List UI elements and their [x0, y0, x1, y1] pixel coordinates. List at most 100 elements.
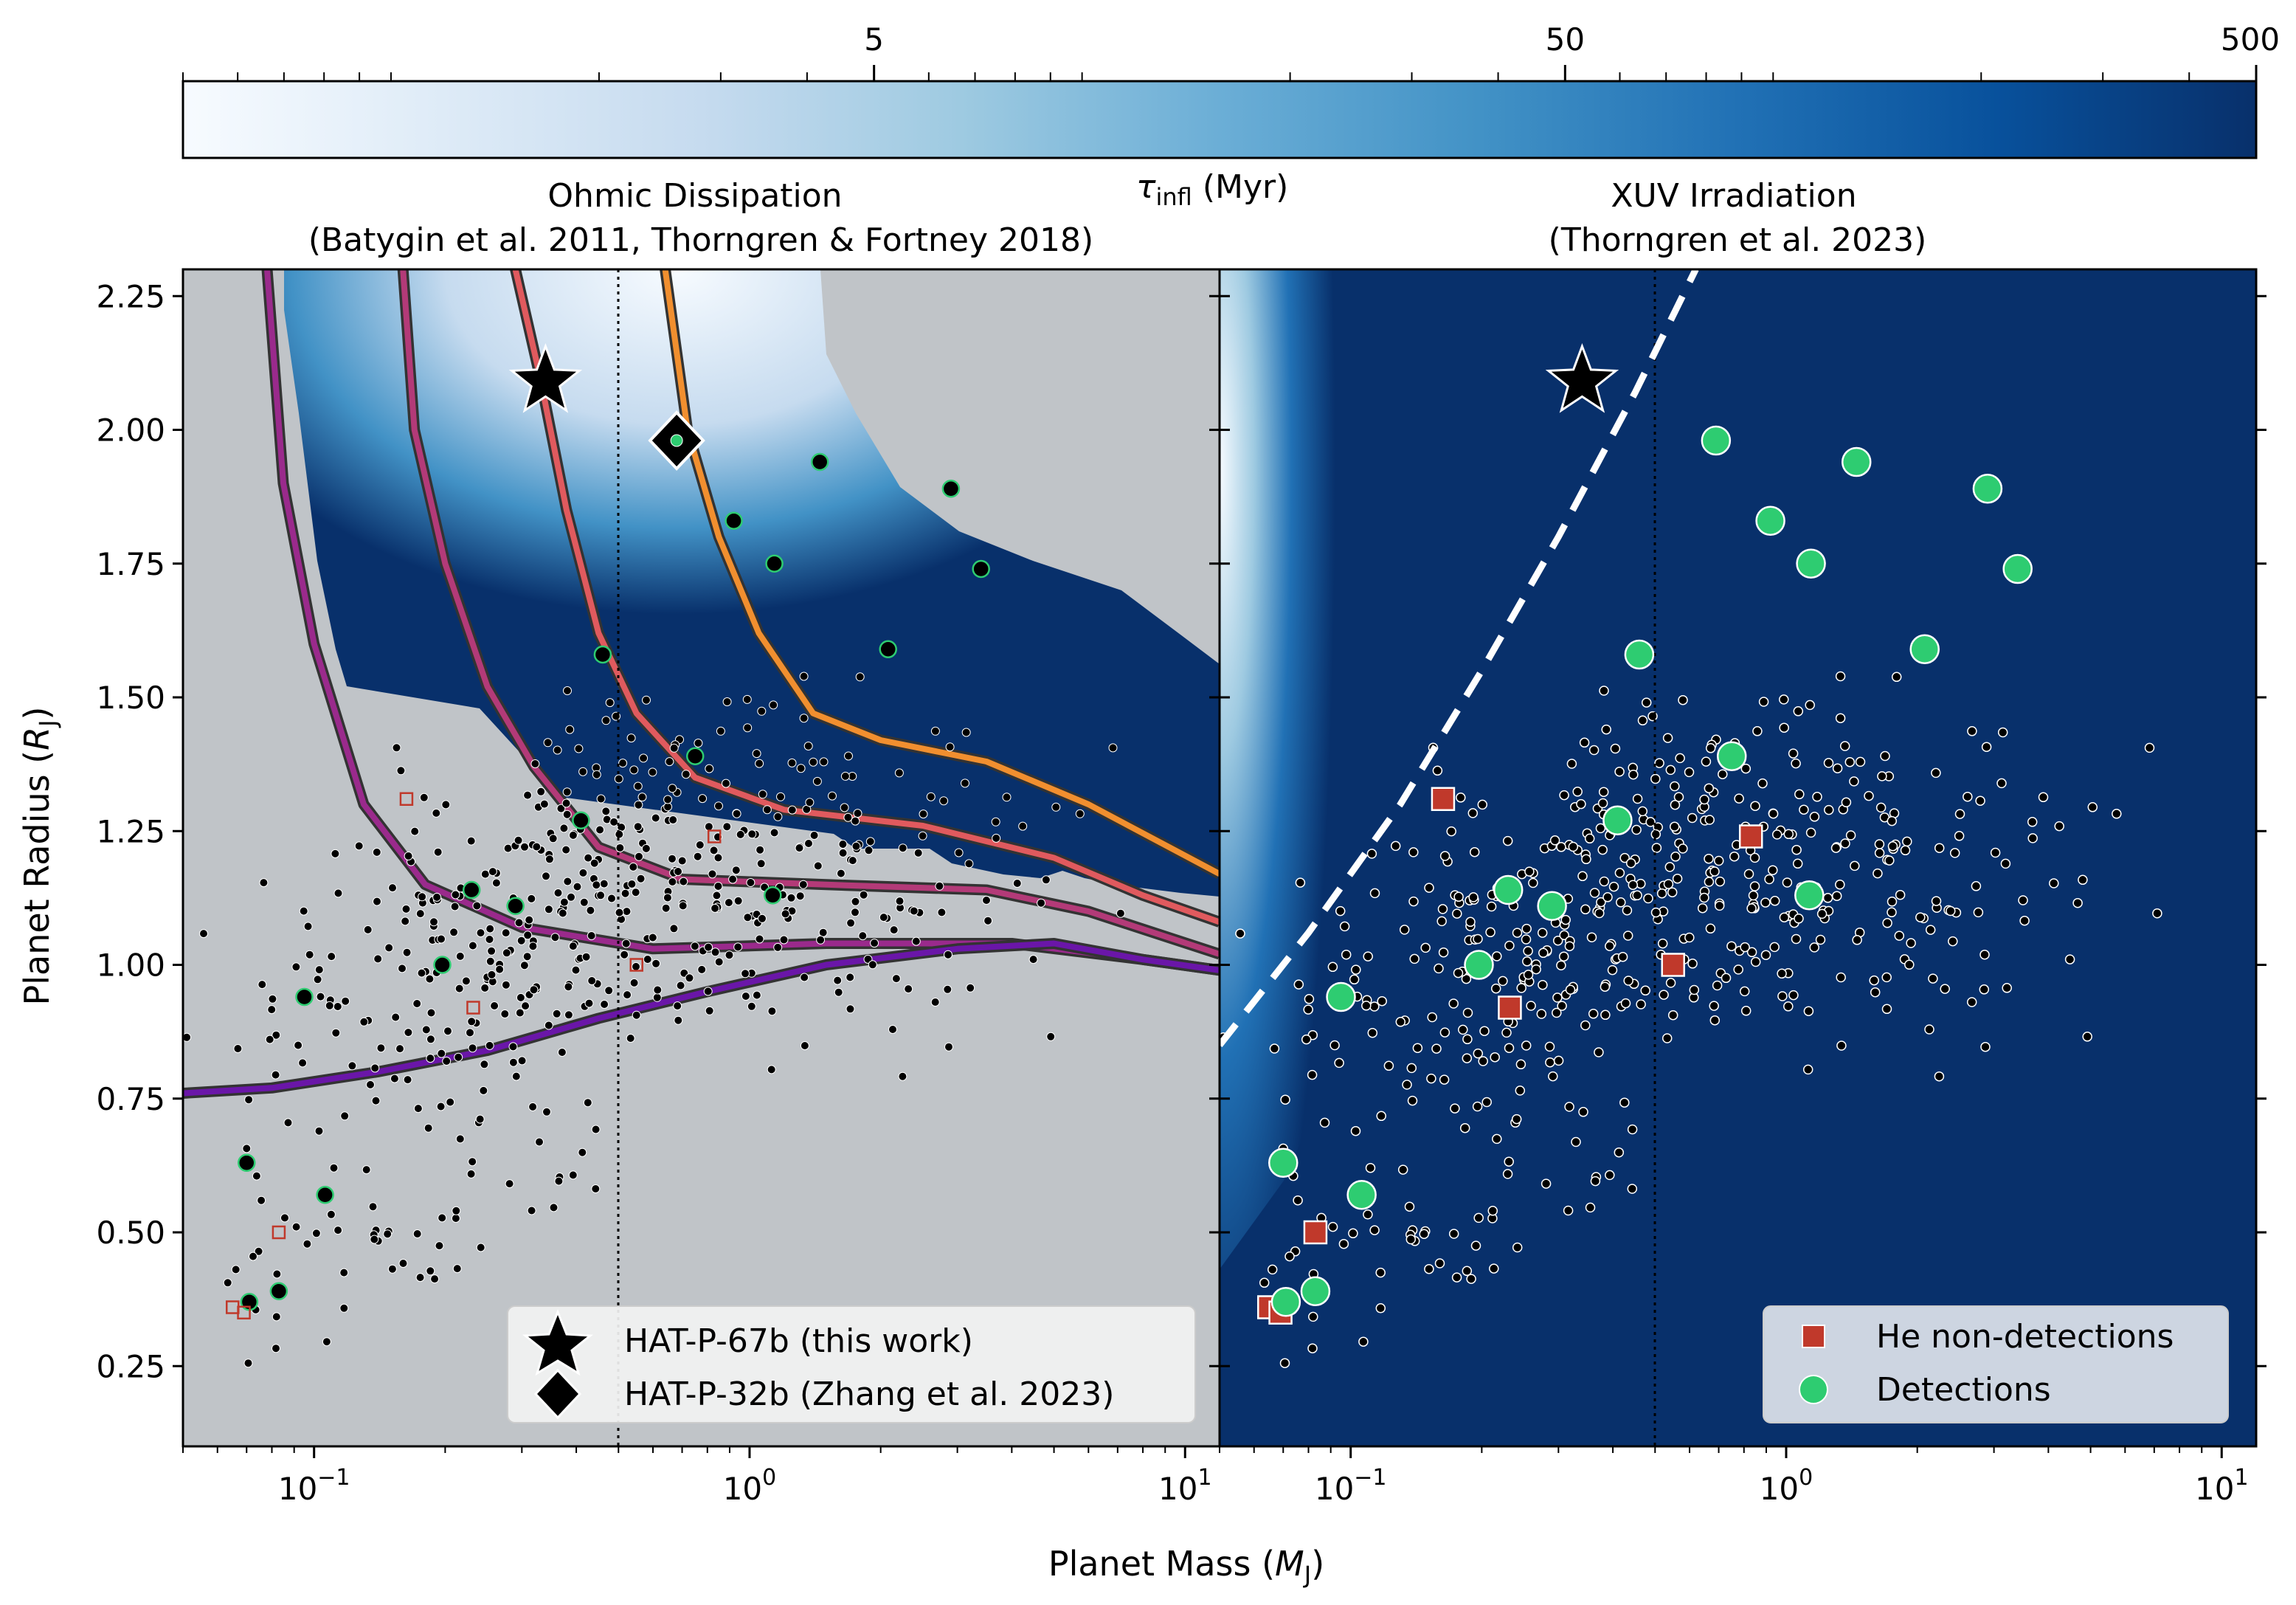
planet-point: [676, 981, 685, 990]
planet-point: [429, 917, 438, 927]
planet-point: [589, 858, 599, 868]
planet-point: [752, 749, 761, 759]
planet-point: [1526, 1001, 1536, 1011]
planet-point: [1439, 1027, 1450, 1038]
planet-point: [1768, 865, 1778, 875]
planet-point: [1709, 1015, 1721, 1026]
planet-point: [1553, 1055, 1564, 1066]
planet-point: [1523, 946, 1533, 956]
planet-point: [705, 764, 714, 773]
y-tick-label: 2.25: [96, 278, 165, 314]
planet-point: [1437, 904, 1448, 914]
planet-point: [199, 929, 208, 939]
planet-point: [291, 962, 301, 972]
planet-point: [1512, 928, 1523, 938]
planet-point: [1699, 794, 1709, 805]
planet-point: [733, 942, 743, 952]
planet-point: [1815, 934, 1826, 945]
planet-point: [485, 1040, 494, 1050]
planet-point: [1822, 893, 1833, 903]
planet-point: [578, 767, 588, 776]
planet-point: [244, 1095, 254, 1105]
y-axis-ticks: 0.25 0.50 0.75 1.00 1.25 1.50 1.75 2.00 2.25: [96, 278, 2266, 1384]
he-detection-marker: [1796, 548, 1826, 579]
planet-point: [1556, 842, 1566, 852]
planet-point: [495, 964, 505, 974]
planet-point: [864, 846, 874, 855]
left-he-non-detections: [226, 792, 722, 1319]
x-tick-label: 100: [723, 1465, 777, 1507]
x-tick-label: 100: [1760, 1465, 1813, 1507]
planet-point: [1622, 905, 1633, 916]
planet-point: [443, 1026, 452, 1036]
planet-point: [1657, 938, 1668, 949]
planet-point: [1799, 804, 1809, 815]
ohmic-contour-line: [512, 269, 1220, 925]
planet-point: [476, 1243, 485, 1252]
he-detection-marker: [1326, 981, 1356, 1012]
planet-point: [752, 990, 761, 1000]
planet-point: [599, 879, 609, 888]
planet-point: [1580, 1020, 1591, 1031]
planet-point: [770, 828, 779, 838]
planet-point: [596, 794, 606, 804]
planet-point: [426, 1266, 435, 1276]
planet-point: [426, 1054, 435, 1063]
planet-point: [1327, 962, 1338, 973]
planet-point: [1740, 1006, 1752, 1016]
planet-point: [757, 706, 767, 716]
planet-point: [1841, 797, 1852, 808]
planet-point: [446, 1097, 455, 1107]
planet-point: [1490, 1052, 1500, 1063]
planet-point: [1303, 1004, 1313, 1015]
planet-point: [1748, 890, 1759, 901]
planet-point: [1980, 1041, 1991, 1052]
planet-point: [1594, 1047, 1604, 1057]
planet-point: [1891, 672, 1902, 683]
planet-point: [311, 1229, 321, 1238]
planet-point: [1704, 815, 1715, 825]
planet-point: [1881, 1004, 1892, 1015]
planet-point: [620, 950, 629, 959]
planet-point: [803, 742, 813, 750]
planet-point: [1610, 743, 1621, 754]
planet-point: [1887, 907, 1897, 918]
planet-point: [333, 1226, 343, 1235]
planet-point: [1552, 1007, 1562, 1018]
he-detection-marker: [269, 1282, 288, 1300]
planet-point: [1852, 935, 1862, 945]
planet-point: [373, 897, 381, 906]
planet-point: [479, 1085, 488, 1095]
planet-point: [1301, 1034, 1312, 1045]
planet-point: [1844, 756, 1856, 767]
planet-point: [1667, 1009, 1678, 1021]
planet-point: [1632, 890, 1642, 901]
planet-point: [475, 1114, 485, 1124]
planet-point: [485, 935, 494, 944]
planet-point: [562, 787, 572, 797]
planet-point: [1599, 876, 1610, 887]
planet-point: [669, 743, 679, 753]
planet-point: [1887, 815, 1898, 826]
planet-point: [1304, 994, 1315, 1004]
planet-point: [468, 941, 477, 950]
planet-point: [1365, 1162, 1376, 1173]
planet-point: [767, 1065, 776, 1074]
planet-point: [1351, 964, 1361, 975]
legend-star-marker: [522, 1308, 593, 1376]
planet-point: [326, 1209, 336, 1219]
planet-point: [812, 776, 822, 786]
planet-point: [1836, 1040, 1847, 1051]
planet-point: [648, 933, 657, 942]
planet-point: [1564, 941, 1575, 951]
planet-point: [515, 1008, 525, 1018]
planet-point: [467, 1017, 477, 1026]
planet-point: [329, 1163, 339, 1173]
planet-point: [450, 902, 460, 911]
planet-point: [601, 807, 611, 816]
planet-point: [412, 999, 422, 1008]
planet-point: [1469, 846, 1480, 857]
planet-point: [1597, 844, 1608, 855]
planet-point: [587, 976, 597, 985]
